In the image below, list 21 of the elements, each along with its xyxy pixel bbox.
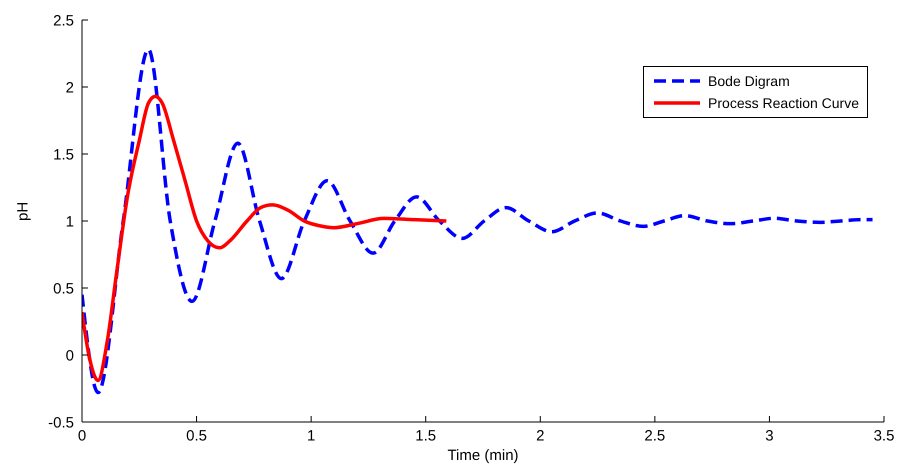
x-tick-label: 3	[765, 428, 774, 445]
y-tick-label: 2	[66, 79, 74, 96]
x-tick-label: 0.5	[186, 428, 207, 445]
y-tick-label: 0	[66, 347, 74, 364]
x-tick-label: 2.5	[644, 428, 666, 445]
legend-label: Process Reaction Curve	[708, 95, 859, 111]
x-tick-label: 0	[78, 428, 86, 445]
x-tick-label: 3.5	[874, 428, 894, 445]
x-axis-title: Time (min)	[447, 447, 519, 464]
line-series	[82, 94, 448, 382]
y-tick-label: -0.5	[48, 414, 74, 432]
x-tick-label: 2	[536, 428, 544, 445]
y-tick-label: 1	[66, 213, 74, 230]
y-axis-title: pH	[14, 202, 32, 221]
y-tick-label: 2.5	[53, 12, 74, 30]
legend-label: Bode Digram	[708, 73, 790, 89]
x-tick-label: 1.5	[415, 428, 436, 445]
x-tick-label: 1	[306, 428, 316, 445]
line-series	[82, 48, 874, 394]
y-tick-label: 0.5	[53, 280, 74, 298]
y-tick-label: 1.5	[53, 146, 74, 164]
